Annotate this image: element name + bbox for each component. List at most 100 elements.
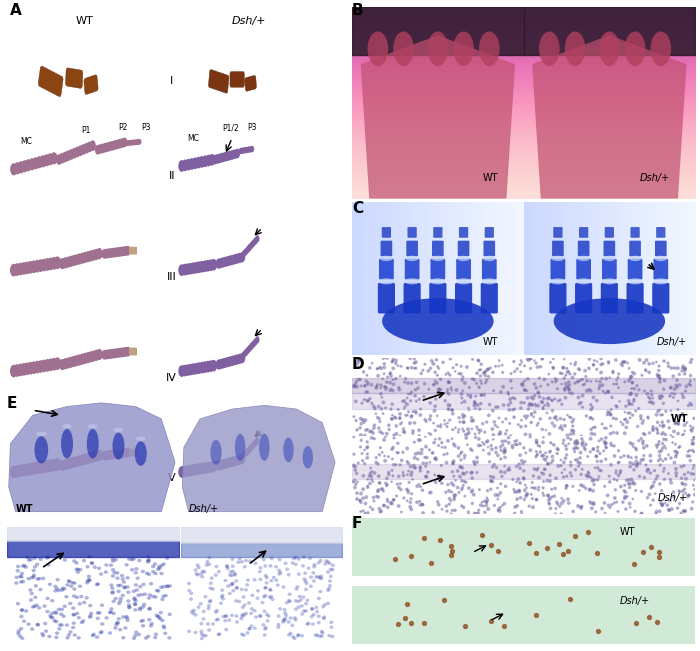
Point bbox=[608, 427, 619, 437]
Ellipse shape bbox=[220, 152, 225, 162]
Ellipse shape bbox=[163, 631, 167, 635]
Point bbox=[610, 414, 622, 424]
Point bbox=[455, 454, 466, 465]
Ellipse shape bbox=[270, 598, 274, 601]
Point bbox=[669, 446, 680, 456]
Ellipse shape bbox=[305, 622, 309, 626]
Point bbox=[406, 467, 417, 477]
Point bbox=[575, 458, 586, 468]
Point bbox=[512, 363, 523, 374]
Text: P3: P3 bbox=[141, 122, 151, 132]
Ellipse shape bbox=[76, 636, 80, 640]
Point bbox=[442, 368, 454, 378]
Point bbox=[514, 463, 526, 473]
Point bbox=[395, 478, 406, 489]
Point bbox=[373, 401, 384, 411]
Ellipse shape bbox=[202, 617, 206, 620]
Ellipse shape bbox=[37, 577, 41, 581]
Ellipse shape bbox=[241, 452, 246, 460]
Ellipse shape bbox=[149, 624, 153, 628]
Ellipse shape bbox=[122, 347, 127, 357]
Ellipse shape bbox=[72, 594, 76, 598]
Point bbox=[403, 466, 414, 477]
Ellipse shape bbox=[79, 253, 85, 264]
Point bbox=[624, 374, 636, 384]
Ellipse shape bbox=[196, 463, 202, 475]
Point bbox=[598, 423, 610, 434]
Ellipse shape bbox=[41, 634, 46, 637]
Point bbox=[611, 379, 622, 389]
Ellipse shape bbox=[199, 630, 204, 633]
Ellipse shape bbox=[60, 258, 66, 270]
Ellipse shape bbox=[405, 279, 420, 284]
Point bbox=[433, 421, 444, 431]
Point bbox=[509, 508, 520, 519]
Point bbox=[655, 409, 666, 420]
Point bbox=[561, 363, 573, 374]
Point bbox=[653, 439, 664, 450]
Ellipse shape bbox=[10, 264, 18, 277]
Point bbox=[415, 500, 426, 510]
Point bbox=[585, 404, 596, 415]
Point bbox=[589, 479, 600, 490]
Point bbox=[680, 488, 691, 499]
Ellipse shape bbox=[20, 609, 24, 612]
Point bbox=[395, 419, 406, 429]
Point bbox=[402, 487, 414, 497]
Ellipse shape bbox=[265, 581, 269, 585]
Point bbox=[679, 368, 690, 379]
Point bbox=[402, 495, 413, 506]
Ellipse shape bbox=[307, 566, 311, 570]
Ellipse shape bbox=[50, 616, 55, 620]
Point bbox=[476, 530, 487, 540]
FancyBboxPatch shape bbox=[433, 227, 442, 238]
Point bbox=[573, 364, 584, 374]
Point bbox=[662, 500, 673, 510]
Ellipse shape bbox=[279, 571, 283, 574]
Point bbox=[690, 375, 700, 385]
Point bbox=[666, 504, 678, 514]
Ellipse shape bbox=[50, 599, 55, 602]
Ellipse shape bbox=[62, 605, 67, 608]
FancyBboxPatch shape bbox=[430, 258, 445, 279]
Ellipse shape bbox=[216, 460, 222, 471]
Point bbox=[498, 621, 510, 631]
Point bbox=[495, 426, 506, 437]
Point bbox=[556, 379, 567, 389]
Ellipse shape bbox=[32, 574, 36, 577]
Ellipse shape bbox=[95, 635, 99, 639]
Point bbox=[382, 479, 393, 490]
Ellipse shape bbox=[111, 559, 116, 563]
Ellipse shape bbox=[288, 616, 293, 620]
Ellipse shape bbox=[48, 583, 52, 586]
Point bbox=[395, 507, 407, 518]
Point bbox=[402, 598, 413, 609]
Point bbox=[666, 382, 677, 393]
Ellipse shape bbox=[71, 606, 76, 610]
Ellipse shape bbox=[284, 614, 288, 617]
Ellipse shape bbox=[74, 456, 80, 467]
Point bbox=[515, 422, 526, 432]
Point bbox=[382, 494, 393, 505]
Ellipse shape bbox=[47, 460, 55, 472]
Point bbox=[575, 447, 586, 458]
Ellipse shape bbox=[220, 595, 224, 599]
Ellipse shape bbox=[199, 602, 202, 605]
Point bbox=[670, 451, 681, 462]
Ellipse shape bbox=[208, 600, 212, 603]
Point bbox=[405, 411, 416, 422]
Point bbox=[662, 358, 673, 368]
Ellipse shape bbox=[231, 589, 235, 592]
Point bbox=[650, 488, 661, 499]
Point bbox=[366, 466, 377, 477]
Ellipse shape bbox=[246, 448, 250, 455]
Point bbox=[673, 411, 685, 421]
Point bbox=[514, 459, 525, 469]
Point bbox=[610, 484, 621, 495]
Ellipse shape bbox=[276, 583, 280, 587]
Point bbox=[565, 467, 576, 478]
Point bbox=[497, 367, 508, 378]
Point bbox=[466, 444, 477, 454]
Ellipse shape bbox=[102, 143, 108, 152]
Point bbox=[659, 375, 670, 385]
